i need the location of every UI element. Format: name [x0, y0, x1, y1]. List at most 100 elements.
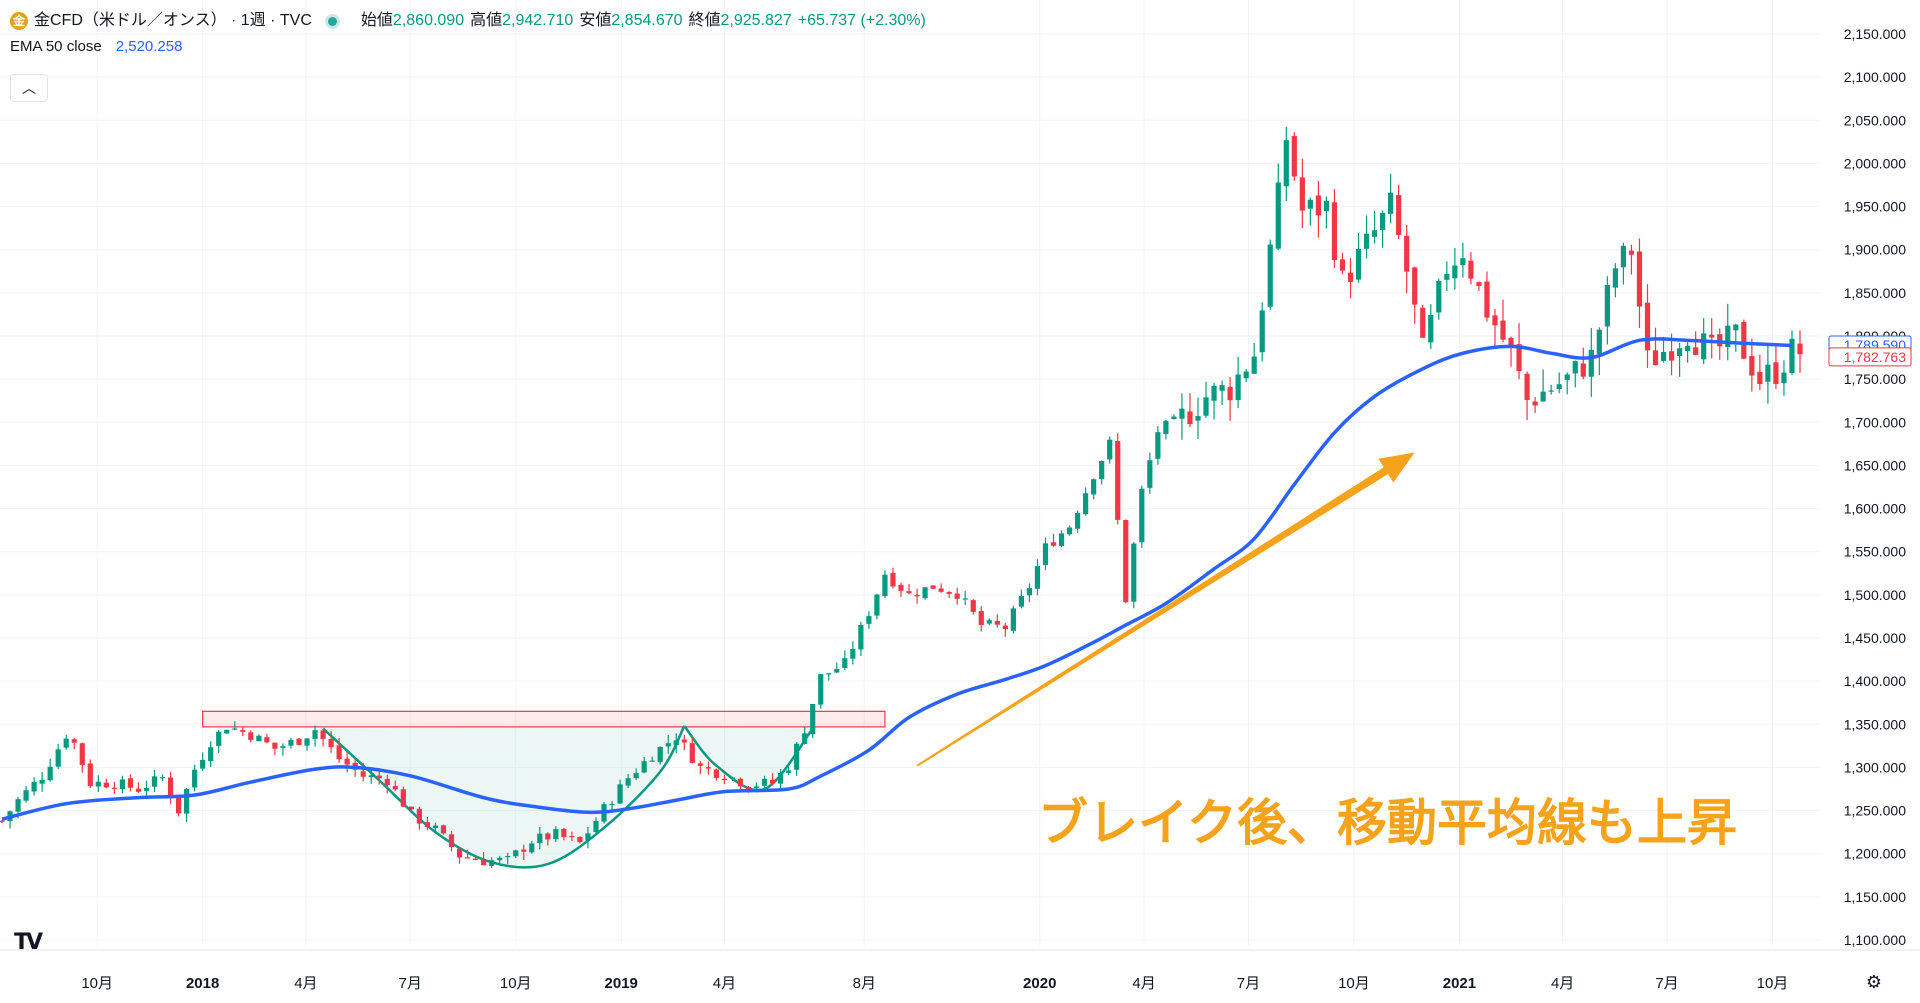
candle-body: [1644, 302, 1651, 351]
candle-body: [1668, 351, 1675, 361]
time-axis[interactable]: 10月 2018 4月 7月 10月 2019 4月 8月 2020 4月 7月 10月 2021 4月 7…: [81, 975, 1788, 992]
candle-body: [208, 747, 214, 762]
candle-body: [1211, 385, 1217, 401]
collapse-legend-button[interactable]: ︿: [10, 74, 48, 102]
candle-body: [1026, 588, 1033, 596]
candle-body: [1171, 416, 1177, 420]
candle-body: [1139, 488, 1145, 543]
candle-body: [216, 731, 222, 746]
candle-body: [1693, 347, 1699, 355]
gear-icon[interactable]: ⚙: [1865, 972, 1883, 992]
x-tick-label: 7月: [399, 975, 422, 992]
candle-body: [505, 855, 511, 858]
candle-body: [95, 781, 101, 787]
candle-body: [264, 737, 270, 743]
candle-body: [280, 746, 286, 748]
candle-body: [1460, 258, 1466, 266]
candle-body: [617, 784, 623, 804]
candle-body: [1428, 314, 1434, 343]
symbol-row: 金 金CFD（米ドル／オンス） · 1週 · TVC 始値2,860.090 高…: [10, 10, 926, 32]
candle-body: [489, 860, 495, 866]
candle-body: [914, 595, 920, 597]
candle-body: [1685, 345, 1691, 351]
candle-body: [55, 749, 61, 767]
candle-body: [376, 775, 382, 779]
y-tick-label: 1,100.000: [1844, 932, 1906, 948]
candle-body: [818, 674, 824, 705]
ohlc-high: 高値2,942.710: [470, 12, 574, 29]
candle-body: [1307, 199, 1313, 209]
last-price-tag: 1,782.763: [1828, 347, 1912, 367]
y-tick-label: 1,400.000: [1844, 673, 1906, 689]
candle-body: [456, 848, 463, 858]
candle-body: [1412, 267, 1418, 305]
x-tick-label: 4月: [1132, 975, 1155, 992]
candle-body: [1532, 401, 1538, 406]
x-tick-label: 4月: [713, 975, 736, 992]
x-tick-label: 7月: [1237, 975, 1260, 992]
y-tick-label: 1,700.000: [1844, 414, 1906, 430]
candle-body: [689, 743, 695, 763]
candle-body: [625, 778, 631, 786]
ohlc-open: 始値2,860.090: [360, 12, 465, 29]
last-price-tag-text: 1,782.763: [1844, 349, 1906, 365]
candle-body: [47, 766, 53, 781]
candle-body: [1733, 324, 1739, 331]
candle-body: [392, 786, 398, 790]
candle-body: [1259, 310, 1265, 353]
candle-body: [545, 833, 551, 840]
ohlc-low: 安値2,854.670: [579, 12, 683, 29]
candle-body: [472, 858, 479, 861]
candle-body: [288, 740, 294, 746]
candle-body: [135, 788, 142, 792]
candle-body: [408, 806, 414, 810]
candle-body: [529, 843, 535, 853]
candle-body: [1034, 566, 1041, 589]
candle-body: [1147, 460, 1153, 488]
candle-body: [641, 761, 647, 773]
chevron-up-icon: ︿: [22, 80, 36, 96]
y-tick-label: 1,200.000: [1844, 846, 1906, 862]
ema-label: EMA 50 close: [10, 38, 102, 55]
candle-body: [1203, 397, 1209, 416]
y-tick-label: 1,650.000: [1844, 457, 1906, 473]
candle-body: [1436, 280, 1442, 313]
candle-body: [761, 778, 768, 786]
candle-body: [1484, 281, 1490, 318]
candle-body: [713, 769, 719, 778]
candle-body: [1083, 493, 1089, 515]
y-tick-label: 1,150.000: [1844, 889, 1906, 905]
candle-body: [906, 591, 912, 594]
x-tick-label: 10月: [1338, 975, 1370, 992]
candle-body: [1781, 372, 1787, 384]
ema-indicator-row[interactable]: EMA 50 close 2,520.258: [10, 36, 926, 58]
candle-body: [1042, 543, 1049, 566]
candle-body: [1058, 533, 1065, 546]
candle-body: [1355, 248, 1362, 280]
candle-body: [649, 760, 655, 762]
y-tick-label: 2,050.000: [1844, 112, 1906, 128]
candle-body: [1010, 608, 1016, 631]
candle-body: [400, 789, 406, 807]
y-tick-label: 2,100.000: [1844, 69, 1906, 85]
tradingview-logo[interactable]: TV: [14, 930, 43, 955]
price-axis[interactable]: 1,100.000 1,150.000 1,200.000 1,250.000 1,30…: [0, 26, 1920, 951]
last-price-tag-box: [1828, 347, 1912, 367]
candle-body: [1235, 374, 1241, 401]
candle-body: [103, 782, 109, 788]
candle-body: [569, 836, 575, 838]
x-tick-label: 7月: [1655, 975, 1678, 992]
annotation-text: ブレイク後、移動平均線も上昇: [1038, 794, 1737, 852]
x-tick-label: 8月: [853, 975, 876, 992]
candle-body: [1388, 192, 1394, 214]
candle-body: [777, 772, 784, 784]
candle-body: [232, 728, 238, 730]
symbol-title[interactable]: 金CFD（米ドル／オンス） · 1週 · TVC: [34, 12, 312, 29]
candle-body: [1251, 356, 1257, 374]
y-tick-label: 1,450.000: [1844, 630, 1906, 646]
candle-body: [79, 743, 85, 765]
candle-body: [1741, 322, 1747, 359]
candle-body: [143, 788, 150, 791]
